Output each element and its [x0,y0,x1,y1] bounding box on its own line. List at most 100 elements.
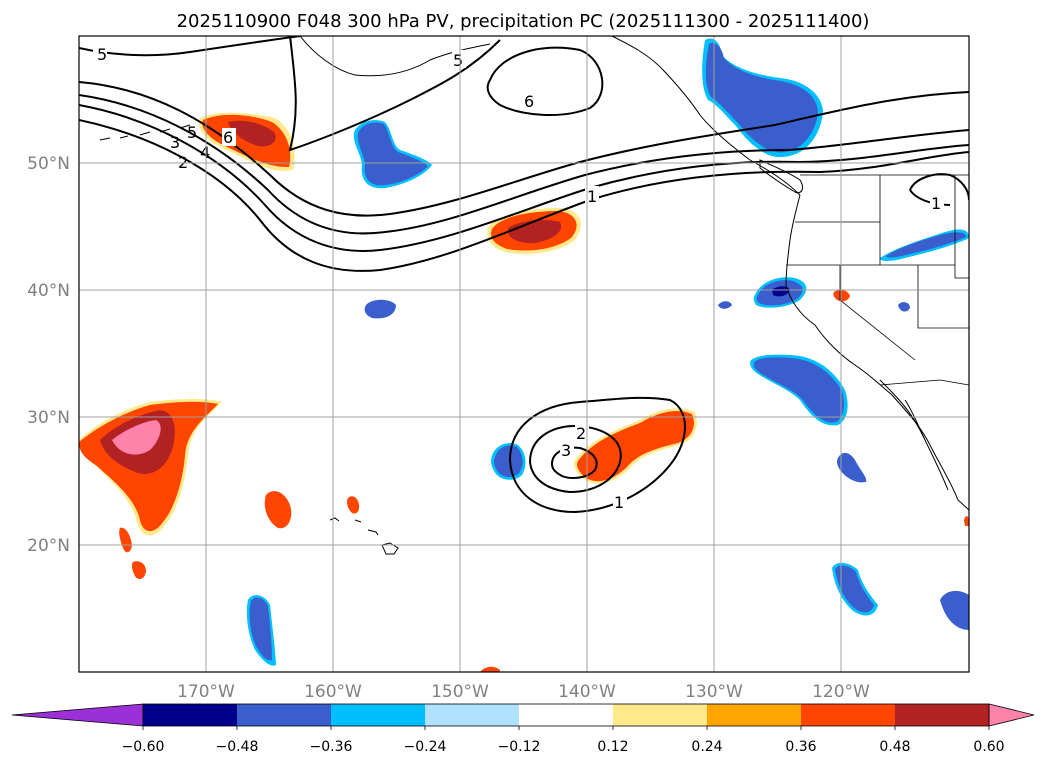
precip-blob-ca-coast [833,289,850,302]
pv-contour-labels: 5 6 5 3 4 2 5 6 1 1 2 3 1 [93,44,944,512]
precip-neg-idaho-band [886,232,966,258]
pv-contour-2-south [528,424,622,494]
map-panel: 5 6 5 3 4 2 5 6 1 1 2 3 1 [78,35,970,673]
colorbar-tick-label: 0.60 [973,739,1004,755]
precip-blob-east-edge [964,516,969,526]
colorbar-bin [519,704,614,726]
precip-blob-small-2 [131,561,146,580]
coast-aleutian-islands [99,124,191,141]
pv-label: 6 [223,128,233,147]
colorbar-tick-label: −0.60 [122,739,165,755]
colorbar-bin [331,704,426,726]
precip-neg-small-off-ca [718,301,732,309]
pv-contour-1-east [909,173,969,206]
colorbar-bin [895,704,990,726]
gridlines [79,36,969,672]
coastlines [99,36,969,555]
pv-label: 6 [524,92,534,111]
figure-title: 2025110900 F048 300 hPa PV, precipitatio… [177,11,870,32]
precip-blob-hawaii-west-2 [347,496,360,514]
lon-label: 140°W [558,682,616,702]
precip-neg-subtropical-1 [494,445,523,478]
pv-label: 3 [170,133,180,152]
colorbar-tick-label: −0.24 [404,739,447,755]
precip-blob-small-1 [119,527,132,553]
border-ca-nv [839,265,916,361]
pv-label: 2 [576,424,586,443]
label-bg [522,92,538,110]
colorbar-extend-high [988,703,1035,727]
colorbar-frame [142,703,990,727]
pv-label: 5 [453,51,463,70]
lon-label: 170°W [177,682,235,702]
colorbar-bin [801,704,896,726]
colorbar: −0.60 −0.48 −0.36 −0.24 −0.12 0.12 0.24 0.36 0.4… [11,703,1035,755]
precip-shading [79,38,969,672]
coast-alaska-mainland [611,36,801,196]
coast-baja [879,379,949,491]
precip-neg-nv-small [898,302,910,312]
pv-contours [79,36,969,514]
pv-contour-3 [79,104,969,252]
lon-label: 160°W [304,682,362,702]
colorbar-bin [237,704,332,726]
pv-contour-1-south [508,396,686,514]
lon-label: 120°W [812,682,870,702]
pv-label: 3 [561,441,571,460]
pv-label: 5 [97,45,107,64]
border-montana [954,175,969,279]
coast-vancouver-island [759,159,803,194]
coast-us-west [785,194,969,511]
pv-label: 1 [587,187,597,206]
precip-neg-tropical-edge [940,590,969,630]
label-bg [930,194,944,212]
precip-blob-central-subtropics-core [576,411,694,482]
colorbar-bin [143,704,238,726]
colorbar-tick-label: 0.36 [785,739,816,755]
precip-blob-west-subtropics-peak [112,420,161,455]
colorbar-tick-label: 0.12 [597,739,628,755]
precip-blob-west-bering-max [228,120,276,147]
precip-neg-tropical-west [249,597,272,661]
label-bg [560,442,574,460]
lon-label: 130°W [685,682,743,702]
colorbar-tick-label: −0.12 [498,739,541,755]
precip-neg-central-small [364,299,396,319]
pv-contour-5b [79,36,301,57]
pv-label: 1 [614,493,624,512]
colorbar-tick-label: −0.36 [310,739,353,755]
colorbar-tick-label: 0.24 [691,739,722,755]
pv-contour-6-ring [486,46,604,117]
colorbar-bin [613,704,708,726]
precip-blob-hawaii-west [264,491,292,529]
lat-label: 40°N [27,281,70,301]
label-bg [613,493,627,511]
precip-neg-baja-offshore [753,357,844,423]
lat-labels: 50°N 40°N 30°N 20°N [27,154,70,556]
coast-hawaii [329,517,399,555]
precip-neg-ca-offshore-max [772,286,790,297]
precip-neg-tropical-east [835,565,874,613]
colorbar-tick-label: −0.48 [216,739,259,755]
pv-contour-6-north [288,36,501,152]
precip-neg-gulf-alaska [705,42,818,153]
label-bg [585,186,599,204]
colorbar-bin [425,704,520,726]
pv-label: 4 [200,143,210,162]
label-bg [222,128,236,146]
pv-contour-5 [79,81,969,217]
lat-label: 50°N [27,154,70,174]
border-idaho [879,175,969,329]
lat-label: 30°N [27,408,70,428]
precip-neg-mexico-coast [836,452,867,483]
border-us-mexico [879,379,969,386]
pv-label: 1 [931,194,941,213]
lon-label: 150°W [431,682,489,702]
pv-contour-2 [79,119,969,272]
precip-blob-south-edge [480,666,500,672]
colorbar-tick-label: 0.48 [879,739,910,755]
label-bg [575,424,589,442]
label-bg [93,44,107,62]
colorbar-extend-low [11,703,144,727]
